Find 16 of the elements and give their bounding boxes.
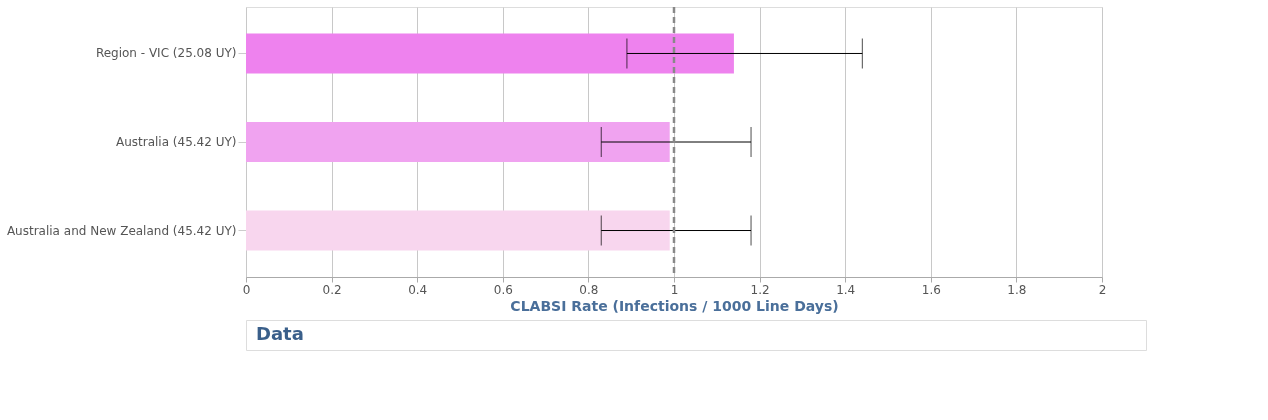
x-tick-label: 1.2 <box>750 282 770 297</box>
x-tick-label: 0.4 <box>408 282 428 297</box>
x-tick-label: 0.8 <box>579 282 599 297</box>
x-tick-label: 0 <box>242 282 251 297</box>
y-tick-label: Australia and New Zealand (45.42 UY) <box>6 223 237 238</box>
text: Data <box>256 323 304 344</box>
x-tick-label: 0.6 <box>493 282 513 297</box>
x-tick-label: 0.2 <box>322 282 342 297</box>
y-tick-label: Region - VIC (25.08 UY) <box>95 46 237 61</box>
x-tick-label: 2 <box>1098 282 1107 297</box>
x-tick-label: 1.4 <box>836 282 856 297</box>
y-tick-label: Australia (45.42 UY) <box>115 135 237 149</box>
x-tick-label: 1 <box>670 282 679 297</box>
x-tick-label: 1.8 <box>1007 282 1027 297</box>
x-axis-title: CLABSI Rate (Infections / 1000 Line Days) <box>510 297 839 314</box>
x-tick-label: 1.6 <box>921 282 941 297</box>
